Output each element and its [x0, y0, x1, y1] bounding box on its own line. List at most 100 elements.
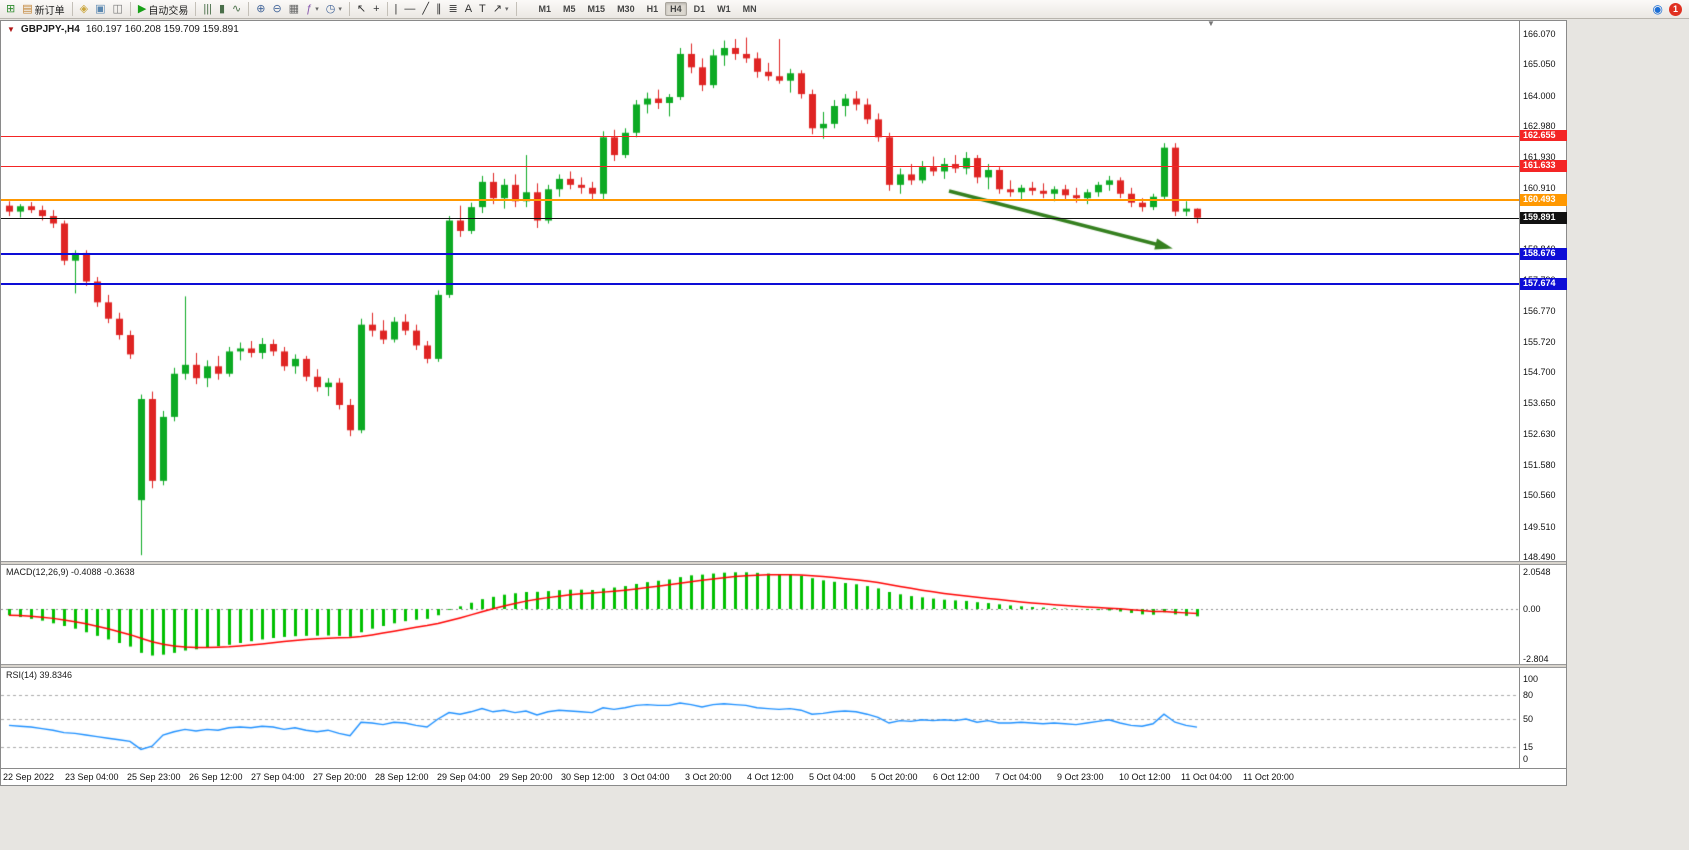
macd-panel-divider[interactable]	[1, 561, 1566, 565]
time-axis[interactable]: 22 Sep 2022 23 Sep 04:00 25 Sep 23:00 26 Se…	[1, 768, 1566, 785]
horizontal-line-tool-icon-glyph: —	[404, 2, 416, 15]
candle-chart-type-icon-glyph: ▮	[218, 2, 226, 15]
dropdown-caret-icon[interactable]: ▾	[505, 6, 509, 13]
time-axis-label: 4 Oct 12:00	[747, 772, 794, 782]
trendline-tool-icon-glyph: ╱	[422, 2, 429, 15]
macd-label: MACD(12,26,9) -0.4088 -0.3638	[6, 567, 135, 577]
rsi-canvas[interactable]	[1, 668, 1519, 768]
ohlc-values: 160.197 160.208 159.709 159.891	[85, 24, 239, 35]
timeframe-w1[interactable]: W1	[717, 4, 731, 14]
chart-shift-marker-icon[interactable]: ▼	[1207, 19, 1215, 28]
macd-canvas[interactable]	[1, 565, 1519, 664]
time-axis-label: 28 Sep 12:00	[375, 772, 429, 782]
price-tag-160.493: 160.493	[1520, 193, 1567, 206]
rsi-panel[interactable]: RSI(14) 39.8346	[1, 668, 1519, 768]
time-axis-label: 30 Sep 12:00	[561, 772, 615, 782]
dropdown-caret-icon[interactable]: ▾	[338, 6, 342, 13]
level-line-157.674[interactable]	[1, 282, 1519, 285]
timeframe-m15[interactable]: M15	[587, 4, 606, 14]
time-axis-label: 6 Oct 12:00	[933, 772, 980, 782]
zoom-in-button[interactable]: ⊕	[253, 1, 268, 18]
main-chart-area[interactable]: ▼ GBPJPY-,H4 160.197 160.208 159.709 159…	[1, 19, 1519, 561]
cursor-tool-icon-glyph: ↖	[356, 2, 367, 15]
terminal-icon-glyph: ◫	[112, 2, 123, 15]
level-line-160.493[interactable]	[1, 198, 1519, 201]
time-axis-label: 29 Sep 20:00	[499, 772, 553, 782]
price-axis-label: 153.650	[1523, 398, 1556, 409]
arrows-tool-button[interactable]: ↗ ▾	[490, 1, 512, 18]
zoom-in-glyph: ⊕	[256, 2, 266, 15]
price-axis[interactable]: 166.070 165.050 164.000 162.980 161.930 160.9…	[1519, 21, 1567, 768]
crosshair-tool-icon[interactable]: +	[370, 1, 382, 18]
level-line-162.655[interactable]	[1, 135, 1519, 137]
price-axis-label: 162.980	[1523, 120, 1556, 131]
tile-windows-icon-glyph: ▦	[288, 2, 300, 15]
price-axis-label: 160.910	[1523, 182, 1556, 193]
timeframe-d1[interactable]: D1	[693, 4, 706, 14]
timeframe-m30[interactable]: M30	[617, 4, 635, 14]
timeframe-h1[interactable]: H1	[646, 4, 659, 14]
price-axis-label: 154.700	[1523, 367, 1556, 378]
time-axis-label: 27 Sep 20:00	[313, 772, 367, 782]
zoom-out-glyph: ⊖	[272, 2, 282, 15]
rsi-axis-label: 50	[1523, 714, 1534, 724]
new-chart-button[interactable]: ⊞	[3, 1, 18, 18]
label-tool-icon[interactable]: T	[476, 1, 489, 18]
price-axis-label: 166.070	[1523, 29, 1556, 39]
time-axis-label: 26 Sep 12:00	[189, 772, 243, 782]
time-axis-label: 23 Sep 04:00	[65, 772, 119, 782]
market-watch-icon[interactable]: ▣	[92, 1, 108, 18]
time-axis-label: 5 Oct 04:00	[809, 772, 856, 782]
terminal-icon[interactable]: ◫	[110, 1, 126, 18]
price-tag-161.633: 161.633	[1520, 159, 1567, 172]
timeframe-mn[interactable]: MN	[742, 4, 757, 14]
fibonacci-tool-icon[interactable]: ≣	[445, 1, 460, 18]
time-axis-label: 10 Oct 12:00	[1119, 772, 1171, 782]
navigator-icon-glyph: ◈	[79, 2, 89, 15]
horizontal-line-tool-icon[interactable]: —	[401, 1, 418, 18]
text-tool-icon[interactable]: A	[462, 1, 475, 18]
timeframe-group: M1 M5 M15 M30 H1 H4 D1 W1 MN	[533, 2, 763, 16]
rsi-panel-divider[interactable]	[1, 664, 1566, 668]
new-order-button[interactable]: ▤ 新订单	[19, 1, 67, 18]
dropdown-caret-icon[interactable]: ▾	[315, 6, 319, 13]
timeframe-h4[interactable]: H4	[665, 2, 687, 16]
auto-trading-button[interactable]: ▶ 自动交易	[135, 1, 191, 18]
line-chart-type-icon[interactable]: ∿	[229, 1, 244, 18]
periods-button[interactable]: ◷ ▾	[323, 1, 345, 18]
level-line-159.891[interactable]	[1, 217, 1519, 219]
vertical-line-tool-icon[interactable]: |	[392, 1, 401, 18]
zoom-out-button[interactable]: ⊖	[269, 1, 284, 18]
price-axis-label: 148.490	[1523, 552, 1556, 562]
line-chart-type-icon-glyph: ∿	[232, 2, 242, 15]
tile-windows-icon[interactable]: ▦	[286, 1, 302, 18]
bar-chart-type-icon[interactable]: |||	[200, 1, 215, 18]
macd-panel[interactable]: MACD(12,26,9) -0.4088 -0.3638	[1, 565, 1519, 664]
timeframe-m5[interactable]: M5	[563, 4, 576, 14]
new-order-button-label: 新订单	[34, 5, 65, 17]
time-axis-label: 22 Sep 2022	[3, 772, 55, 782]
channel-tool-icon[interactable]: ∥	[433, 1, 445, 18]
time-axis-label: 5 Oct 20:00	[871, 772, 918, 782]
indicators-button[interactable]: ƒ ▾	[303, 1, 322, 18]
level-line-161.633[interactable]	[1, 165, 1519, 167]
community-icon[interactable]: ◉	[1652, 2, 1663, 16]
toolbar-separator	[348, 2, 350, 16]
price-axis-label: 151.580	[1523, 460, 1556, 471]
price-tag-158.676: 158.676	[1520, 247, 1567, 260]
rsi-axis-label: 100	[1523, 674, 1539, 684]
bar-chart-type-icon-glyph: |||	[203, 2, 212, 15]
timeframe-m1[interactable]: M1	[538, 4, 552, 14]
navigator-icon[interactable]: ◈	[77, 1, 91, 18]
toolbar-separator	[386, 2, 388, 16]
candlestick-canvas[interactable]	[1, 21, 1519, 561]
notification-badge[interactable]: 1	[1669, 2, 1682, 16]
time-axis-label: 9 Oct 23:00	[1057, 772, 1104, 782]
trendline-tool-icon[interactable]: ╱	[419, 1, 432, 18]
toolbar-separator	[195, 2, 197, 16]
price-tag-162.655: 162.655	[1520, 129, 1567, 142]
time-axis-label: 25 Sep 23:00	[127, 772, 181, 782]
level-line-158.676[interactable]	[1, 252, 1519, 255]
cursor-tool-icon[interactable]: ↖	[354, 1, 369, 18]
candle-chart-type-icon[interactable]: ▮	[216, 1, 228, 18]
